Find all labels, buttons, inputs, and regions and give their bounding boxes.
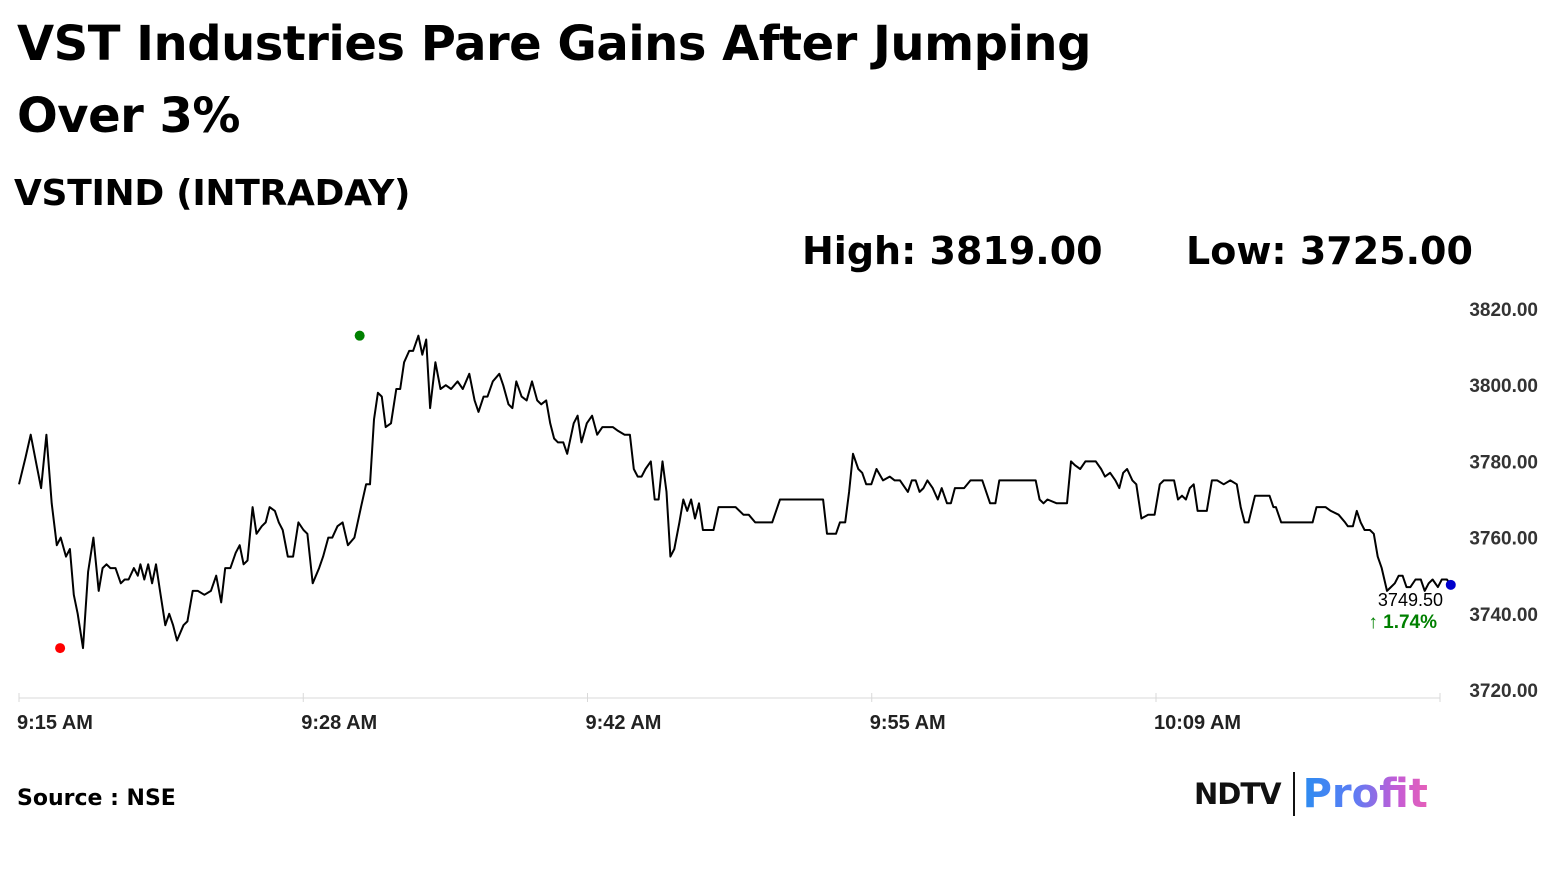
last-price-marker <box>1445 579 1456 590</box>
low-marker <box>55 643 66 654</box>
logo-divider <box>1292 772 1295 816</box>
logo-profit-wordmark: Profit <box>1302 771 1428 817</box>
x-tick-label: 9:42 AM <box>586 712 662 734</box>
change-percent-label: ↑ 1.74% <box>1368 612 1437 633</box>
x-tick-label: 9:28 AM <box>301 712 377 734</box>
x-tick-label: 10:09 AM <box>1154 712 1241 734</box>
last-value-label: 3749.50 <box>1378 590 1443 610</box>
y-tick-label: 3820.00 <box>1469 300 1538 321</box>
price-line <box>18 334 1452 650</box>
low-stat: Low: 3725.00 <box>1186 229 1473 273</box>
y-tick-label: 3720.00 <box>1469 681 1538 702</box>
y-tick-label: 3760.00 <box>1469 529 1538 550</box>
ndtv-profit-logo: NDTV Profit <box>1194 768 1428 820</box>
high-stat: High: 3819.00 <box>802 229 1103 273</box>
logo-ndtv-wordmark: NDTV <box>1194 777 1282 811</box>
source-note: Source : NSE <box>17 786 176 811</box>
y-tick-label: 3740.00 <box>1469 605 1538 626</box>
high-marker <box>354 330 365 341</box>
y-tick-label: 3800.00 <box>1469 376 1538 397</box>
x-tick-label: 9:55 AM <box>870 712 946 734</box>
y-tick-label: 3780.00 <box>1469 452 1538 473</box>
chart-subtitle: VSTIND (INTRADAY) <box>14 173 411 214</box>
headline: VST Industries Pare Gains After Jumping … <box>17 16 1091 144</box>
x-tick-label: 9:15 AM <box>17 712 93 734</box>
